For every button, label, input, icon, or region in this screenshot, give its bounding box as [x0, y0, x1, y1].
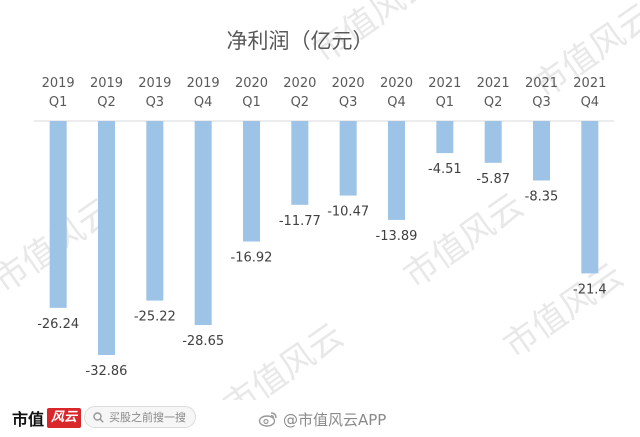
bar [533, 121, 550, 181]
x-tick-quarter: Q4 [387, 95, 406, 110]
net-profit-chart: 市值风云市值风云市值风云市值风云市值风云市值风云 净利润（亿元） 2019Q12… [0, 0, 640, 400]
data-labels: -26.24 -32.86 -25.22 -28.65 -16.92 -11.77 -10.… [37, 162, 606, 379]
x-tick-quarter: Q1 [242, 95, 261, 110]
x-tick-year: 2019 [187, 76, 220, 91]
x-tick-year: 2021 [573, 76, 606, 91]
bar [291, 121, 309, 205]
x-tick-year: 2019 [138, 76, 171, 91]
bar [49, 121, 67, 308]
x-tick-year: 2019 [42, 76, 75, 91]
data-label: -10.47 [327, 205, 369, 220]
bar [98, 121, 115, 355]
data-label: -5.87 [476, 172, 510, 187]
x-tick-year: 2021 [525, 76, 558, 91]
data-label: -8.35 [525, 189, 559, 204]
bar [194, 121, 212, 326]
x-tick-quarter: Q1 [49, 95, 68, 110]
x-tick-quarter: Q3 [146, 95, 165, 110]
x-tick-year: 2019 [90, 76, 123, 91]
data-label: -13.89 [376, 229, 418, 244]
data-label: -11.77 [279, 214, 321, 229]
x-tick-quarter: Q1 [436, 95, 455, 110]
bar [436, 121, 454, 154]
data-label: -26.24 [37, 317, 79, 332]
footer-bar: 市值 风云 买股之前搜一搜 @市值风云APP [0, 400, 640, 437]
x-tick-year: 2020 [235, 76, 268, 91]
x-tick-labels: 2019 Q1 2019 Q2 2019 Q3 2019 Q4 2020 Q1 2020 Q2 2020… [42, 76, 607, 110]
weibo-text: @市值风云APP [283, 410, 387, 429]
x-tick-quarter: Q2 [291, 95, 310, 110]
data-label: -28.65 [182, 334, 224, 349]
bar [243, 121, 260, 242]
data-label: -32.86 [86, 364, 128, 379]
x-tick-quarter: Q4 [194, 95, 213, 110]
data-label: -25.22 [134, 310, 176, 325]
x-tick-year: 2021 [428, 76, 461, 91]
watermark-text: 市值风云 [497, 256, 631, 367]
x-tick-quarter: Q4 [581, 95, 600, 110]
search-placeholder: 买股之前搜一搜 [109, 411, 186, 424]
data-label: -21.4 [573, 282, 607, 297]
x-tick-quarter: Q3 [532, 95, 551, 110]
x-tick-year: 2020 [332, 76, 365, 91]
data-label: -4.51 [428, 162, 462, 177]
data-label: -16.92 [231, 250, 273, 265]
watermark-text: 市值风云 [217, 316, 351, 400]
brand-logo: 市值 风云 [12, 406, 82, 430]
bar [146, 121, 164, 301]
weibo-handle: @市值风云APP [258, 408, 386, 430]
bar [339, 121, 357, 196]
search-icon [93, 411, 104, 423]
bar [581, 121, 599, 274]
x-tick-year: 2021 [477, 76, 510, 91]
bar [484, 121, 502, 163]
x-tick-quarter: Q3 [339, 95, 358, 110]
x-tick-quarter: Q2 [97, 95, 116, 110]
x-tick-quarter: Q2 [484, 95, 503, 110]
x-tick-year: 2020 [283, 76, 316, 91]
bar [388, 121, 405, 220]
brand-text: 市值 [12, 410, 45, 429]
weibo-icon [258, 412, 277, 427]
brand-seal: 风云 [47, 408, 82, 428]
search-box[interactable]: 买股之前搜一搜 [84, 406, 196, 428]
x-tick-year: 2020 [380, 76, 413, 91]
chart-title: 净利润（亿元） [227, 29, 374, 53]
bar-series [49, 121, 599, 355]
